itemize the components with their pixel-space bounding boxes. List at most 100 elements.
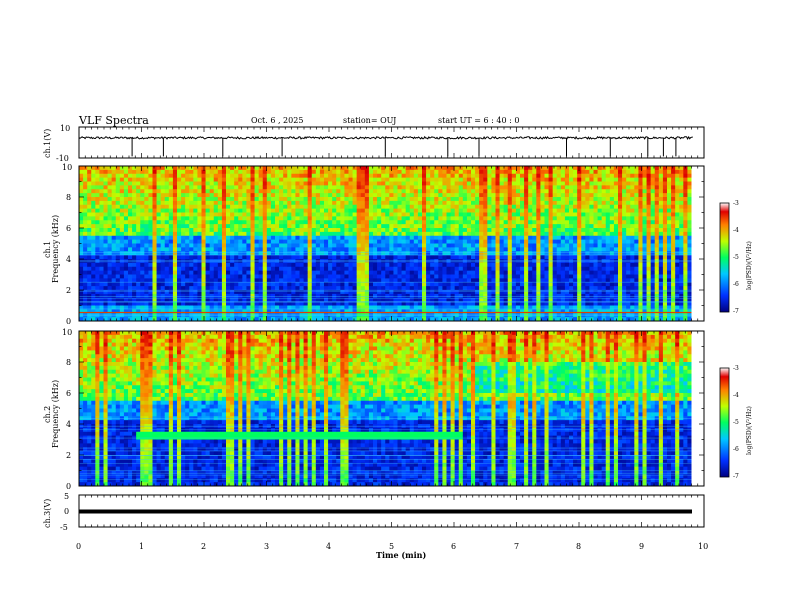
spectrogram-cell [560, 317, 566, 322]
spectrogram-cell [491, 173, 496, 179]
spectrogram-cell [328, 262, 333, 268]
spectrogram-cell [140, 247, 145, 252]
spectrogram-cell [462, 251, 468, 256]
spectrogram-cell [364, 220, 370, 225]
spectrogram-cell [193, 290, 198, 295]
spectrogram-cell [413, 239, 419, 244]
spectrogram-cell [385, 274, 390, 279]
spectrogram-cell [360, 270, 366, 275]
spectrogram-cell [560, 189, 566, 194]
spectrogram-cell [373, 317, 378, 322]
spectrogram-cell [254, 317, 260, 322]
spectrogram-cell [393, 231, 398, 237]
spectrogram-cell [136, 193, 141, 198]
spectrogram-cell [483, 181, 488, 186]
spectrogram-cell [299, 286, 304, 291]
spectrogram-cell [136, 166, 141, 171]
spectrogram-cell [234, 259, 239, 264]
spectrogram-cell [287, 301, 292, 306]
spectrogram-cell [336, 177, 341, 182]
spectrogram-cell [258, 235, 264, 241]
spectrogram-cell [532, 208, 537, 213]
spectrogram-cell [348, 317, 353, 322]
spectrogram-cell [446, 262, 451, 268]
spectrogram-cell [156, 255, 162, 260]
spectrogram-cell [442, 193, 447, 198]
spectrogram-cell [217, 166, 223, 171]
spectrogram-cell [156, 282, 162, 287]
spectrogram-cell [217, 216, 223, 221]
spectrogram-cell [417, 200, 423, 206]
spectrogram-cell [311, 173, 317, 179]
spectrogram-cell [405, 181, 411, 186]
spectrogram-cell [230, 290, 235, 295]
spectrogram-cell [99, 290, 104, 295]
spectrogram-cell [287, 181, 292, 186]
spectrogram-cell [426, 220, 431, 225]
spectrogram-cell [466, 193, 472, 198]
spectrogram-cell [315, 278, 321, 283]
spectrogram-cell [336, 181, 341, 186]
spectrogram-cell [503, 317, 509, 322]
spectrogram-cell [479, 208, 484, 213]
spectrogram-cell [389, 220, 394, 225]
spectrogram-cell [275, 173, 280, 179]
spectrogram-cell [140, 204, 145, 210]
spectrogram-cell [128, 278, 133, 283]
spectrogram-cell [328, 200, 333, 206]
spectrogram-cell [471, 259, 476, 264]
spectrogram-cell [434, 228, 439, 233]
spectrogram-cell [172, 301, 178, 306]
spectrogram-cell [324, 185, 329, 190]
spectrogram-cell [368, 220, 374, 225]
spectrogram-cell [319, 305, 325, 310]
spectrogram-cell [111, 220, 117, 225]
spectrogram-cell [213, 212, 219, 217]
spectrogram-cell [409, 274, 415, 279]
spectrogram-cell [438, 266, 443, 272]
spectrogram-cell [336, 262, 341, 268]
spectrogram-cell [128, 317, 133, 322]
spectrogram-cell [536, 274, 541, 279]
spectrogram-cell [283, 266, 288, 272]
spectrogram-cell [556, 189, 562, 194]
spectrogram-cell [405, 204, 411, 210]
spectrogram-cell [132, 193, 137, 198]
spectrogram-cell [254, 290, 260, 295]
spectrogram-cell [226, 216, 231, 221]
spectrogram-cell [491, 259, 496, 264]
spectrogram-cell [385, 173, 390, 179]
spectrogram-cell [373, 177, 378, 182]
spectrogram-cell [409, 235, 415, 241]
spectrogram-cell [103, 317, 108, 322]
spectrogram-cell [250, 189, 255, 194]
spectrogram-cell [189, 239, 194, 244]
spectrogram-cell [119, 309, 125, 314]
spectrogram-cell [299, 231, 304, 237]
spectrogram-cell [303, 255, 309, 260]
spectrogram-cell [181, 317, 186, 322]
spectrogram-cell [373, 278, 378, 283]
spectrogram-cell [524, 197, 529, 202]
spectrogram-cell [99, 317, 104, 322]
spectrogram-cell [177, 290, 182, 295]
spectrogram-cell [507, 259, 513, 264]
spectrogram-cell [230, 224, 235, 229]
spectrogram-cell [319, 197, 325, 202]
ch1-waveform-panel: 10 -10 ch.1(V) [43, 124, 705, 163]
spectrogram-cell [520, 166, 525, 171]
spectrogram-cell [119, 259, 125, 264]
spectrogram-cell [111, 270, 117, 275]
spectrogram-cell [409, 305, 415, 310]
spectrogram-cell [499, 259, 505, 264]
spectrogram-cell [177, 204, 182, 210]
spectrogram-cell [148, 204, 153, 210]
spectrogram-cell [156, 200, 162, 206]
spectrogram-cell [221, 259, 227, 264]
spectrogram-cell [520, 259, 525, 264]
spectrogram-cell [177, 282, 182, 287]
spectrogram-cell [111, 193, 117, 198]
spectrogram-cell [164, 309, 170, 314]
spectrogram-cell [270, 166, 276, 171]
spectrogram-cell [181, 286, 186, 291]
